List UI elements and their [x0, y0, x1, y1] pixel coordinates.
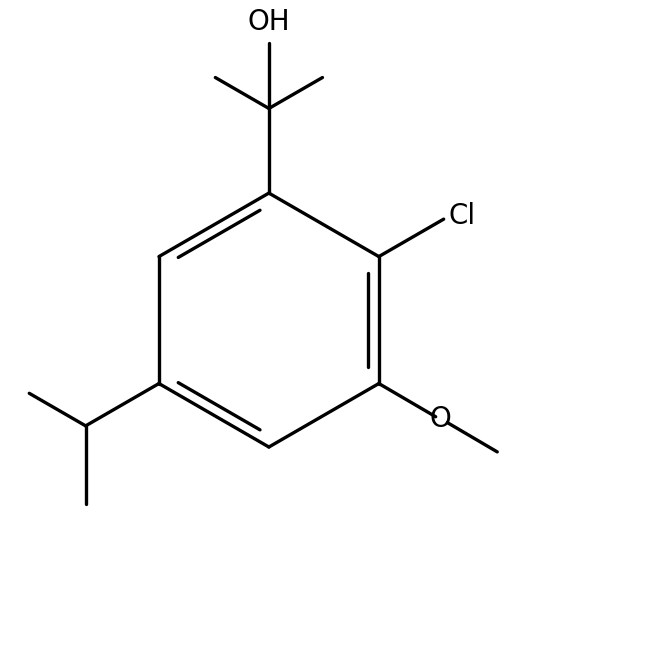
Text: Cl: Cl: [449, 202, 476, 230]
Text: OH: OH: [248, 7, 290, 36]
Text: O: O: [430, 405, 452, 434]
